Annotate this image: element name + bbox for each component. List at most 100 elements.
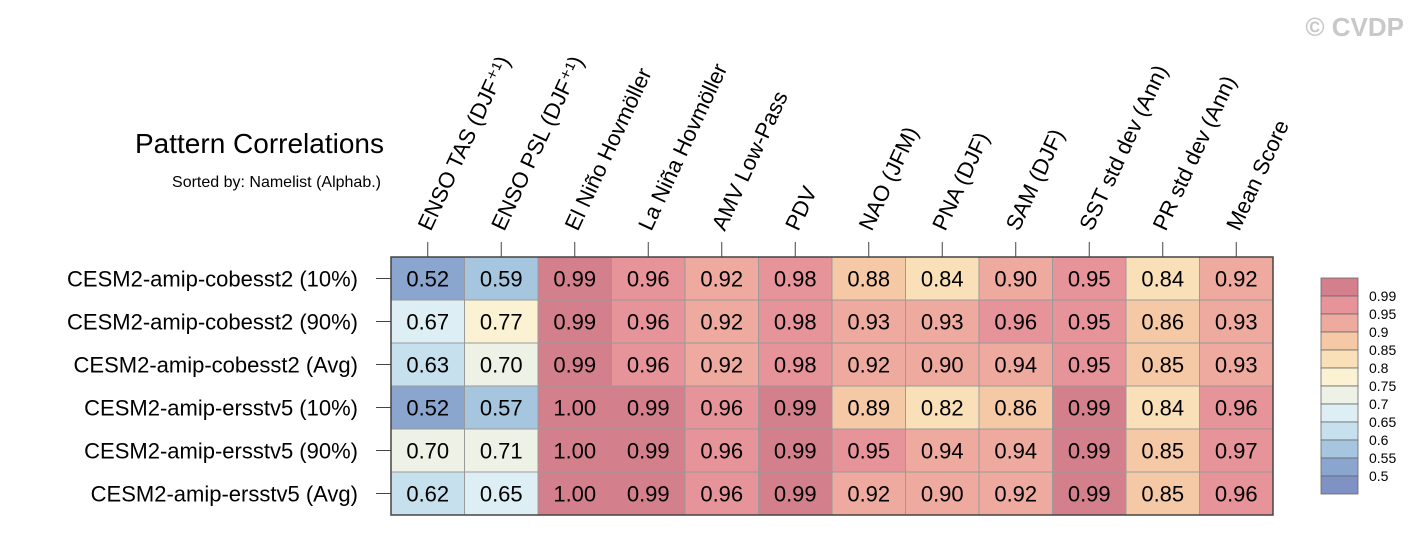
cell-value-label: 1.00 xyxy=(553,396,596,421)
column-label: AMV Low-Pass xyxy=(707,87,793,234)
legend-swatch xyxy=(1320,385,1359,405)
heatmap-cell xyxy=(611,428,686,473)
heatmap-cell xyxy=(390,256,465,301)
cell-value-label: 0.85 xyxy=(1141,353,1184,378)
heatmap-cell xyxy=(464,299,539,344)
heatmap-cell xyxy=(1125,299,1200,344)
cell-value-label: 0.99 xyxy=(774,396,817,421)
heatmap-cell xyxy=(758,385,833,430)
cell-value-label: 0.71 xyxy=(480,439,523,464)
heatmap-cell xyxy=(1199,342,1274,387)
heatmap-cell xyxy=(978,385,1053,430)
cell-value-label: 0.57 xyxy=(480,396,523,421)
heatmap-cell xyxy=(1052,342,1127,387)
column-label: SAM (DJF) xyxy=(1001,125,1070,234)
legend-swatch xyxy=(1320,367,1359,387)
row-label: CESM2-amip-ersstv5 (Avg) xyxy=(91,482,358,507)
cell-value-label: 0.93 xyxy=(921,310,964,335)
cell-value-label: 0.52 xyxy=(406,396,449,421)
heatmap-cell xyxy=(978,471,1053,516)
legend-swatch xyxy=(1320,349,1359,369)
cell-value-label: 0.94 xyxy=(921,439,964,464)
heatmap-cell xyxy=(758,299,833,344)
cell-value-label: 1.00 xyxy=(553,482,596,507)
heatmap-cell xyxy=(684,471,759,516)
heatmap-cell xyxy=(905,428,980,473)
legend-level-label: 0.75 xyxy=(1369,378,1396,394)
cell-value-label: 0.77 xyxy=(480,310,523,335)
legend-swatch xyxy=(1320,457,1359,477)
legend-swatch xyxy=(1320,421,1359,441)
cell-value-label: 0.96 xyxy=(1215,396,1258,421)
legend-level-label: 0.7 xyxy=(1369,396,1389,412)
cell-value-label: 0.84 xyxy=(1141,396,1184,421)
cell-value-label: 0.65 xyxy=(480,482,523,507)
cell-value-label: 0.99 xyxy=(553,353,596,378)
cell-value-label: 0.93 xyxy=(1215,353,1258,378)
legend-level-label: 0.9 xyxy=(1369,324,1389,340)
cell-value-label: 1.00 xyxy=(553,439,596,464)
legend-swatch xyxy=(1320,277,1359,297)
cell-value-label: 0.95 xyxy=(1068,353,1111,378)
column-label: PDV xyxy=(780,182,822,234)
cell-value-label: 0.92 xyxy=(700,310,743,335)
cell-value-label: 0.67 xyxy=(406,310,449,335)
heatmap-cell xyxy=(1199,299,1274,344)
legend-swatch xyxy=(1320,475,1359,495)
legend-level-label: 0.85 xyxy=(1369,342,1396,358)
cell-value-label: 0.98 xyxy=(774,267,817,292)
cell-value-label: 0.94 xyxy=(994,353,1037,378)
cvdp-watermark: © CVDP xyxy=(1305,12,1404,42)
cell-value-label: 0.52 xyxy=(406,267,449,292)
legend-level-label: 0.8 xyxy=(1369,360,1389,376)
heatmap-cell xyxy=(978,428,1053,473)
heatmap-cell xyxy=(1199,385,1274,430)
cell-value-label: 0.97 xyxy=(1215,439,1258,464)
heatmap-cell xyxy=(1125,428,1200,473)
cell-value-label: 0.99 xyxy=(627,439,670,464)
cell-value-label: 0.84 xyxy=(921,267,964,292)
cell-value-label: 0.90 xyxy=(921,482,964,507)
cell-value-label: 0.96 xyxy=(627,353,670,378)
heatmap-cell xyxy=(978,342,1053,387)
cell-value-label: 0.59 xyxy=(480,267,523,292)
heatmap-cell xyxy=(831,342,906,387)
heatmap-cell xyxy=(831,256,906,301)
cell-value-label: 0.99 xyxy=(1068,396,1111,421)
legend-level-label: 0.5 xyxy=(1369,468,1389,484)
heatmap-cell xyxy=(390,299,465,344)
row-label: CESM2-amip-ersstv5 (90%) xyxy=(84,439,358,464)
cell-value-label: 0.99 xyxy=(553,310,596,335)
cell-value-label: 0.93 xyxy=(1215,310,1258,335)
heatmap-cell xyxy=(464,385,539,430)
cell-value-label: 0.70 xyxy=(406,439,449,464)
heatmap-cell xyxy=(611,256,686,301)
cell-value-label: 0.92 xyxy=(1215,267,1258,292)
cell-value-label: 0.99 xyxy=(1068,482,1111,507)
cell-value-label: 0.94 xyxy=(994,439,1037,464)
cell-value-label: 0.92 xyxy=(994,482,1037,507)
cell-value-label: 0.89 xyxy=(847,396,890,421)
cell-value-label: 0.99 xyxy=(774,439,817,464)
color-legend: 0.99 0.95 0.9 0.85 0.8 0.75 0.7 0.65 0.6 0.55 0.5 xyxy=(1320,277,1396,495)
cell-value-label: 0.96 xyxy=(627,267,670,292)
cell-value-label: 0.92 xyxy=(847,482,890,507)
heatmap-cell xyxy=(537,342,612,387)
column-label: Mean Score xyxy=(1221,116,1294,234)
cell-value-label: 0.93 xyxy=(847,310,890,335)
chart-subtitle: Sorted by: Namelist (Alphab.) xyxy=(172,174,381,191)
heatmap-cell xyxy=(1052,428,1127,473)
cell-value-label: 0.96 xyxy=(700,482,743,507)
column-label: PNA (DJF) xyxy=(927,128,994,234)
cell-value-label: 0.70 xyxy=(480,353,523,378)
heatmap-cell xyxy=(684,428,759,473)
cell-value-label: 0.92 xyxy=(847,353,890,378)
heatmap-cell xyxy=(1052,471,1127,516)
cell-value-label: 0.86 xyxy=(1141,310,1184,335)
cell-value-label: 0.84 xyxy=(1141,267,1184,292)
heatmap-cell xyxy=(1199,471,1274,516)
heatmap-cell xyxy=(758,256,833,301)
cell-value-label: 0.92 xyxy=(700,267,743,292)
cell-value-label: 0.90 xyxy=(994,267,1037,292)
